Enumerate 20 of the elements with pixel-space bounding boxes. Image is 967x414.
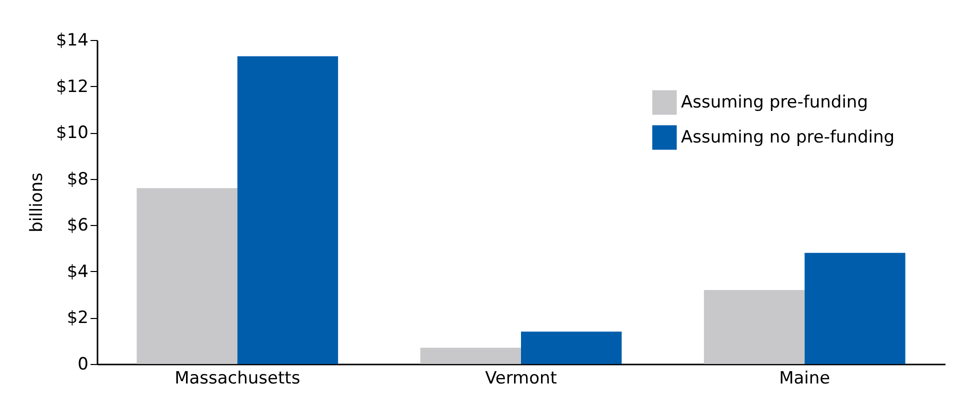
x-tick-label: Massachusetts [174, 368, 300, 388]
y-tick-label: $2 [66, 308, 88, 328]
y-tick-label: 0 [78, 354, 88, 374]
bar [804, 252, 906, 364]
x-tick-label: Vermont [485, 368, 558, 388]
bar [704, 290, 805, 364]
y-axis-title: billions [27, 172, 48, 232]
legend-label: Assuming pre-funding [681, 92, 868, 112]
x-tick-label: Maine [779, 368, 830, 388]
bar [420, 348, 521, 364]
y-tick-label: $8 [66, 169, 88, 190]
bar [136, 188, 238, 364]
y-tick-label: $10 [56, 123, 88, 144]
legend-label: Assuming no pre-funding [681, 128, 895, 148]
y-tick-label: $6 [66, 216, 88, 236]
y-tick-label: $14 [56, 30, 88, 50]
bar [237, 56, 338, 364]
y-tick-label: $4 [66, 262, 88, 282]
y-tick-label: $12 [56, 76, 88, 97]
bar [521, 332, 622, 364]
